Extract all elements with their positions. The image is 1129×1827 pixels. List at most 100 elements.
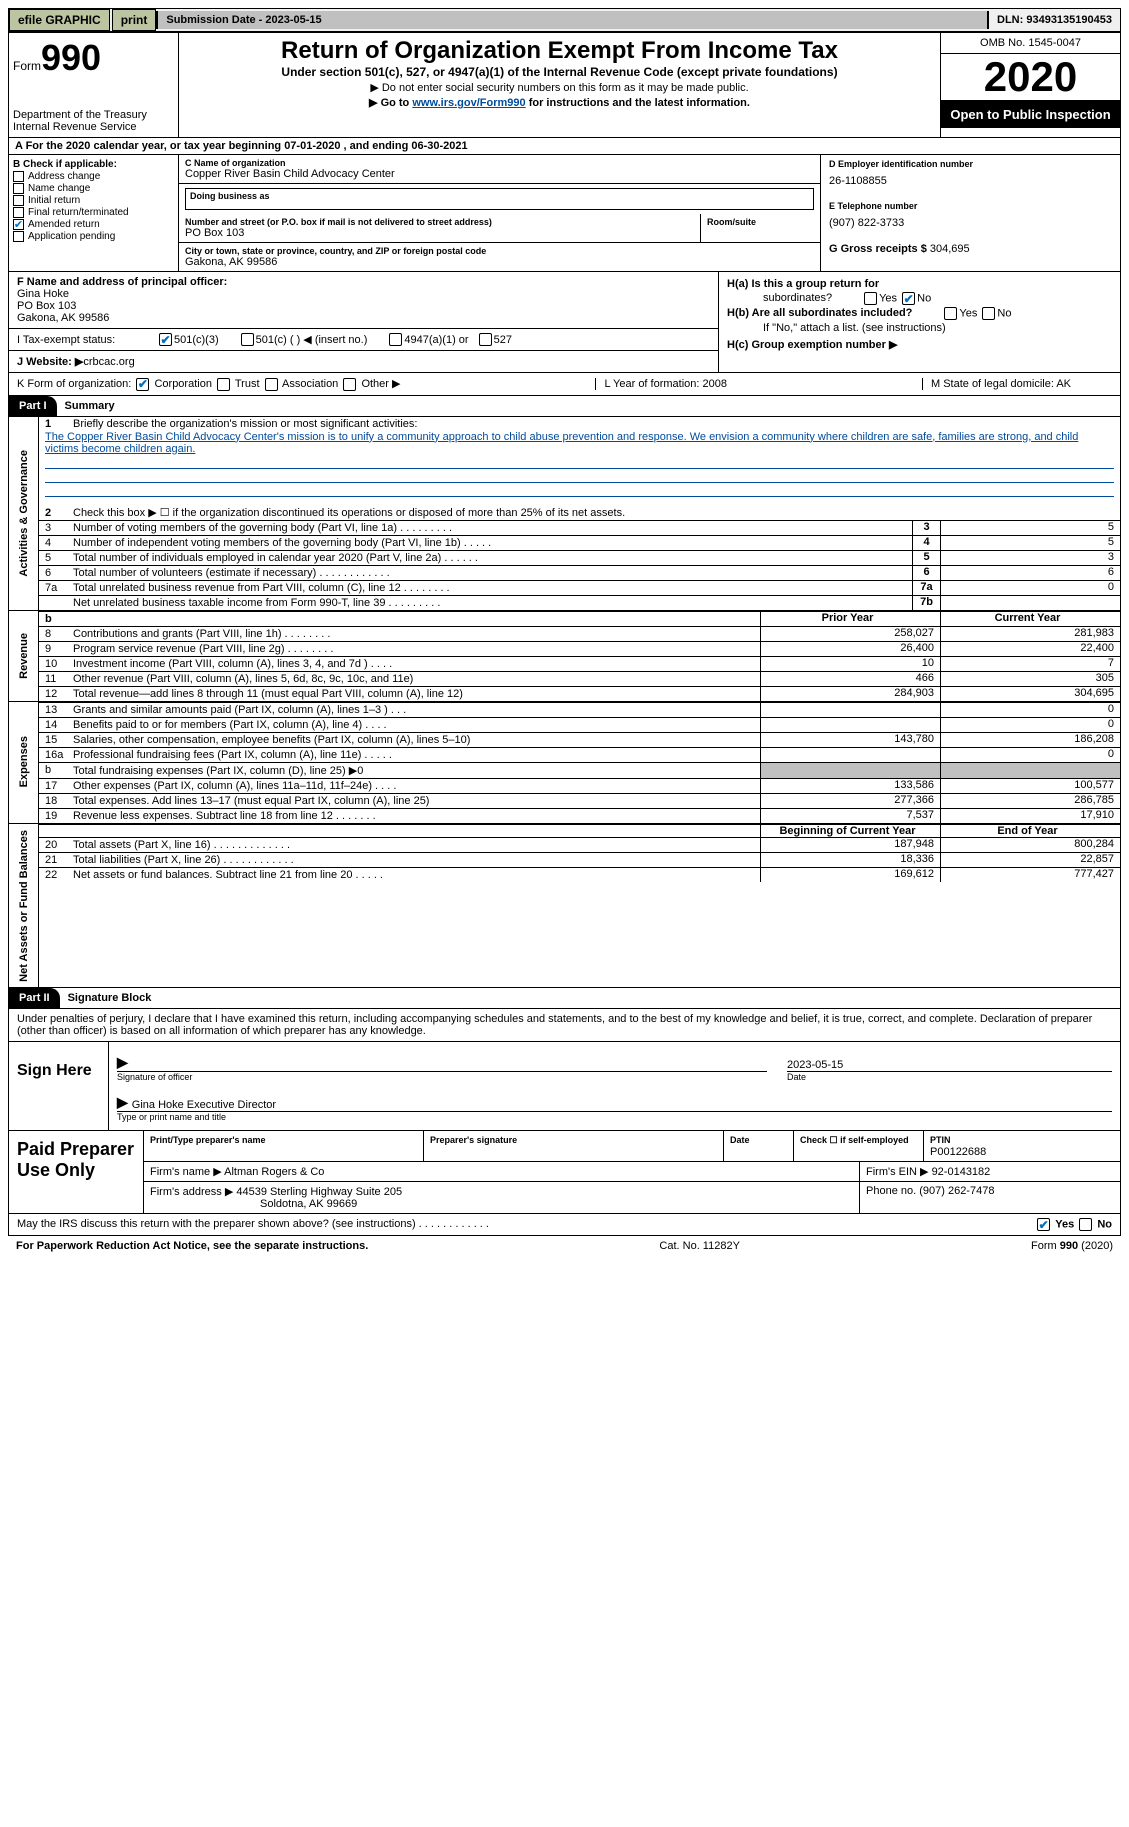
addr-label: Number and street (or P.O. box if mail i… xyxy=(185,217,694,227)
rev-rows: 8Contributions and grants (Part VIII, li… xyxy=(39,626,1120,701)
part1-title: Summary xyxy=(57,396,123,416)
chk-corp[interactable] xyxy=(136,378,149,391)
print-button[interactable]: print xyxy=(112,9,157,31)
ha-label: H(a) Is this a group return for xyxy=(727,278,879,290)
dba-label: Doing business as xyxy=(190,191,809,201)
firm-city: Soldotna, AK 99669 xyxy=(260,1198,357,1210)
col-begin-year: Beginning of Current Year xyxy=(760,825,940,837)
dept-treasury: Department of the Treasury xyxy=(13,109,174,121)
check-b-column: B Check if applicable: Address changeNam… xyxy=(9,155,179,271)
check-b-items: Address changeName changeInitial returnF… xyxy=(13,171,174,242)
governance-row: 4Number of independent voting members of… xyxy=(39,535,1120,550)
m-state: M State of legal domicile: AK xyxy=(922,378,1112,390)
chk-501c3[interactable] xyxy=(159,333,172,346)
vtab-expenses: Expenses xyxy=(16,730,32,793)
vtab-revenue: Revenue xyxy=(16,627,32,685)
ein-label: D Employer identification number xyxy=(829,159,1112,169)
form-number: Form 990 xyxy=(13,37,174,79)
phone-label: E Telephone number xyxy=(829,201,1112,211)
exp-rows: 13Grants and similar amounts paid (Part … xyxy=(39,702,1120,823)
form-title: Return of Organization Exempt From Incom… xyxy=(183,37,936,65)
check-b-item[interactable]: Final return/terminated xyxy=(13,207,174,218)
sig-officer-label: Signature of officer xyxy=(117,1072,767,1082)
arrow-icon: ▶ xyxy=(117,1054,128,1071)
paperwork-notice: For Paperwork Reduction Act Notice, see … xyxy=(16,1240,368,1252)
table-row: 13Grants and similar amounts paid (Part … xyxy=(39,702,1120,717)
sig-type-label: Type or print name and title xyxy=(117,1112,1112,1122)
chk-527[interactable] xyxy=(479,333,492,346)
check-b-item[interactable]: Name change xyxy=(13,183,174,194)
table-row: 12Total revenue—add lines 8 through 11 (… xyxy=(39,686,1120,701)
website: crbcac.org xyxy=(83,356,134,368)
org-city: Gakona, AK 99586 xyxy=(185,256,814,268)
check-b-item[interactable]: Address change xyxy=(13,171,174,182)
check-b-item[interactable]: Application pending xyxy=(13,231,174,242)
sig-date-label: Date xyxy=(787,1072,1112,1082)
table-row: bTotal fundraising expenses (Part IX, co… xyxy=(39,762,1120,778)
check-b-item[interactable]: ✔Amended return xyxy=(13,219,174,230)
table-row: 19Revenue less expenses. Subtract line 1… xyxy=(39,808,1120,823)
sign-here: Sign Here xyxy=(9,1042,109,1130)
ein-value: 26-1108855 xyxy=(829,175,1112,187)
efile-button[interactable]: efile GRAPHIC xyxy=(9,9,110,31)
col-current-year: Current Year xyxy=(940,612,1120,626)
tax-year: 2020 xyxy=(941,54,1120,101)
hb-no[interactable] xyxy=(982,307,995,320)
hb-yes[interactable] xyxy=(944,307,957,320)
line2: Check this box ▶ ☐ if the organization d… xyxy=(73,506,1114,519)
form-subtitle: Under section 501(c), 527, or 4947(a)(1)… xyxy=(183,65,936,79)
ha-no[interactable] xyxy=(902,292,915,305)
check-b-item[interactable]: Initial return xyxy=(13,195,174,206)
open-inspection: Open to Public Inspection xyxy=(941,101,1120,128)
may-yes[interactable] xyxy=(1037,1218,1050,1231)
chk-4947[interactable] xyxy=(389,333,402,346)
form-header: Form 990 Department of the Treasury Inte… xyxy=(8,32,1121,138)
table-row: 9Program service revenue (Part VIII, lin… xyxy=(39,641,1120,656)
chk-501c[interactable] xyxy=(241,333,254,346)
hc-label: H(c) Group exemption number ▶ xyxy=(727,338,1112,351)
table-row: 11Other revenue (Part VIII, column (A), … xyxy=(39,671,1120,686)
gross-receipts: G Gross receipts $ 304,695 xyxy=(829,243,1112,255)
prep-sig-label: Preparer's signature xyxy=(430,1135,517,1145)
dln: DLN: 93493135190453 xyxy=(989,11,1120,29)
governance-row: 5Total number of individuals employed in… xyxy=(39,550,1120,565)
k-row: K Form of organization: Corporation Trus… xyxy=(17,377,400,391)
submission-date: Submission Date - 2023-05-15 xyxy=(156,11,989,29)
col-end-year: End of Year xyxy=(940,825,1120,837)
ha-yes[interactable] xyxy=(864,292,877,305)
sig-name: Gina Hoke Executive Director xyxy=(132,1099,276,1111)
may-no[interactable] xyxy=(1079,1218,1092,1231)
firm-phone: (907) 262-7478 xyxy=(919,1185,994,1197)
governance-row: 6Total number of volunteers (estimate if… xyxy=(39,565,1120,580)
c-name-label: C Name of organization xyxy=(185,158,814,168)
org-street: PO Box 103 xyxy=(185,227,694,239)
ptin-label: PTIN xyxy=(930,1135,951,1145)
officer-name: Gina Hoke xyxy=(17,288,710,300)
penalty-text: Under penalties of perjury, I declare th… xyxy=(9,1009,1120,1041)
mission-text: The Copper River Basin Child Advocacy Ce… xyxy=(39,431,1120,455)
note-ssn: ▶ Do not enter social security numbers o… xyxy=(183,81,936,94)
note-link: ▶ Go to www.irs.gov/Form990 for instruct… xyxy=(183,96,936,109)
chk-assoc[interactable] xyxy=(265,378,278,391)
period-line: A For the 2020 calendar year, or tax yea… xyxy=(8,138,1121,155)
irs-link[interactable]: www.irs.gov/Form990 xyxy=(412,97,525,109)
net-rows: 20Total assets (Part X, line 16) . . . .… xyxy=(39,837,1120,882)
top-bar: efile GRAPHIC print Submission Date - 20… xyxy=(8,8,1121,32)
h-note: If "No," attach a list. (see instruction… xyxy=(763,322,1112,334)
sig-date: 2023-05-15 xyxy=(787,1059,843,1071)
table-row: 21Total liabilities (Part X, line 26) . … xyxy=(39,852,1120,867)
i-label: I Tax-exempt status: xyxy=(17,334,157,346)
governance-row: 3Number of voting members of the governi… xyxy=(39,520,1120,535)
cat-no: Cat. No. 11282Y xyxy=(659,1240,740,1252)
table-row: 16aProfessional fundraising fees (Part I… xyxy=(39,747,1120,762)
gov-rows: 3Number of voting members of the governi… xyxy=(39,520,1120,610)
chk-other[interactable] xyxy=(343,378,356,391)
form-ref: Form 990 (2020) xyxy=(1031,1240,1113,1252)
chk-trust[interactable] xyxy=(217,378,230,391)
underline xyxy=(45,469,1114,483)
org-name: Copper River Basin Child Advocacy Center xyxy=(185,168,814,180)
firm-name: Altman Rogers & Co xyxy=(224,1166,324,1178)
table-row: 8Contributions and grants (Part VIII, li… xyxy=(39,626,1120,641)
firm-addr: 44539 Sterling Highway Suite 205 xyxy=(236,1186,402,1198)
j-label: J Website: ▶ xyxy=(17,355,83,368)
